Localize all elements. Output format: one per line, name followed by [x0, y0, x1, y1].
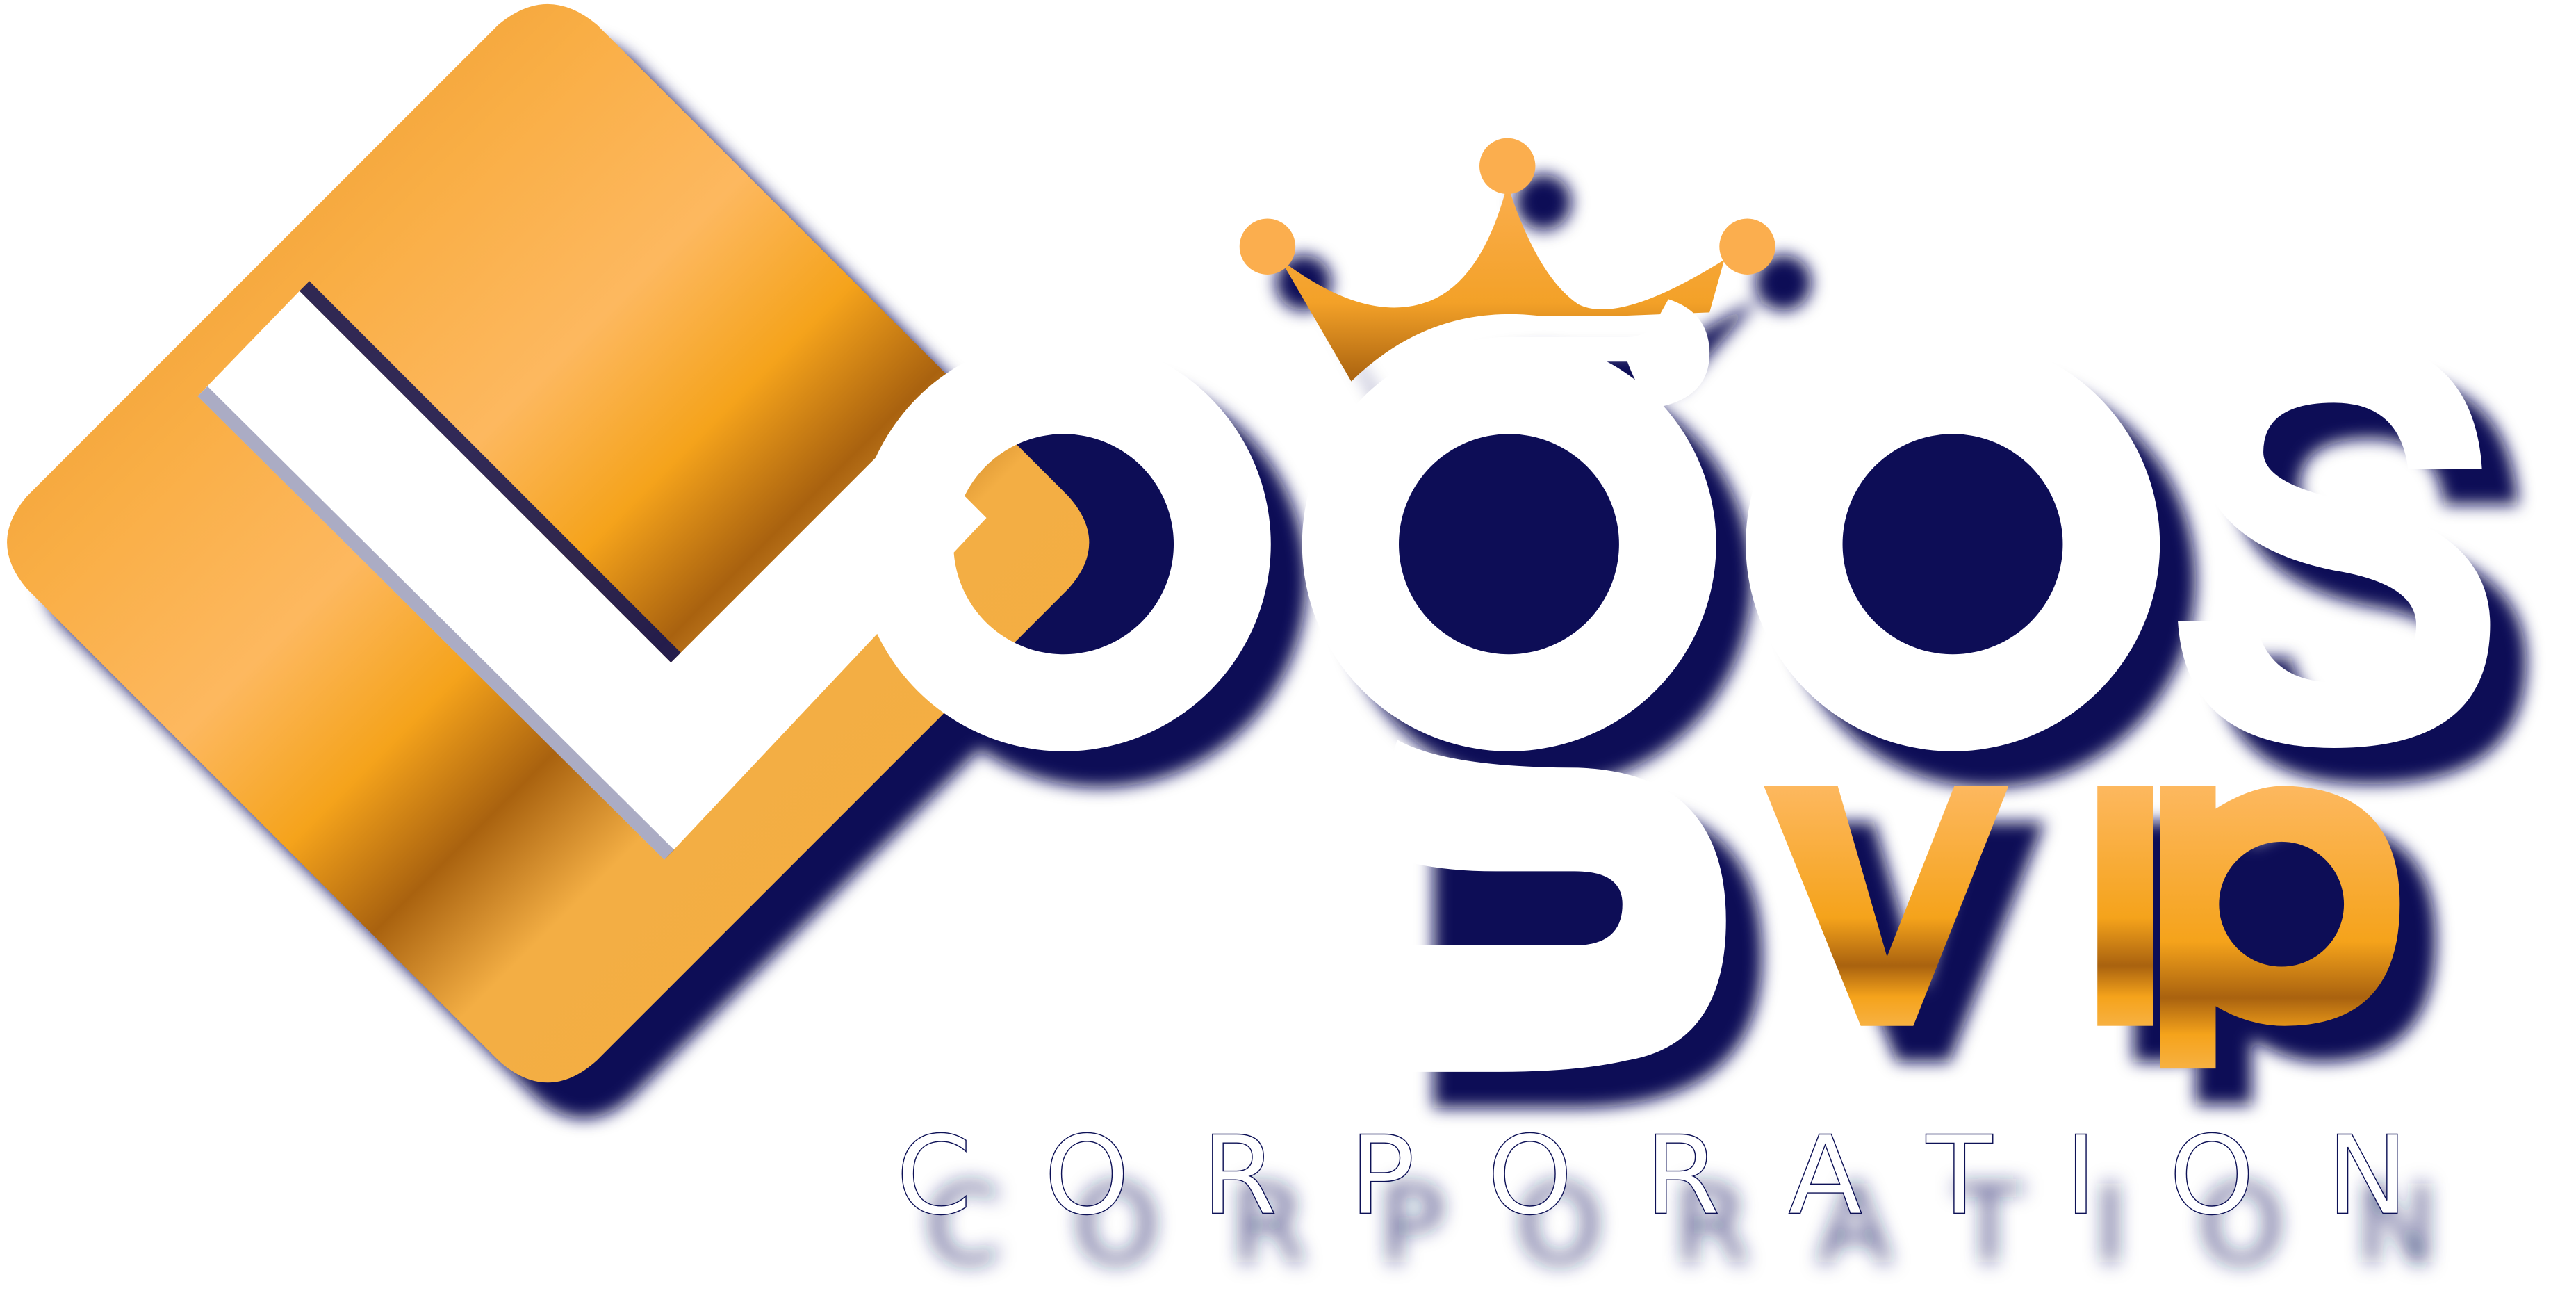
- letter-g-bar: [1509, 299, 1710, 407]
- crown-icon: [1239, 138, 1775, 382]
- letter-p: [2160, 786, 2400, 1069]
- tagline-shadow-text: CORPORATION: [926, 1162, 2510, 1288]
- crown-jewel-right: [1719, 218, 1775, 275]
- letter-i: [2097, 786, 2153, 1026]
- tagline-text: CORPORATION: [896, 1112, 2481, 1239]
- letter-g-bowl: [1302, 336, 1716, 751]
- letter-g-tail: [1364, 740, 1726, 1072]
- vip-badge: [1764, 786, 2400, 1069]
- tagline-shadow: CORPORATION: [926, 1162, 2510, 1288]
- letter-v: [1764, 786, 2009, 1026]
- wordmark-letters: [856, 299, 2491, 1072]
- letter-s: [2178, 336, 2491, 749]
- diamond-l-mark: [7, 3, 1090, 1083]
- crown-jewel-top: [1479, 138, 1536, 195]
- crown-jewel-left: [1239, 218, 1296, 275]
- letter-o-2: [1746, 336, 2160, 751]
- letter-o-1: [856, 336, 1271, 751]
- l-cutout: [197, 291, 987, 860]
